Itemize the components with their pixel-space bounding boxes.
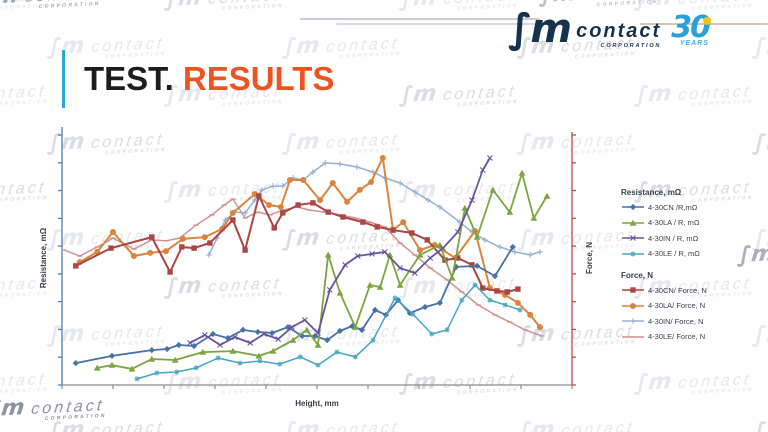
legend-entry-r_in: 4-30IN / R, mΩ	[621, 233, 759, 243]
x-axis-label: Height, mm	[295, 399, 339, 408]
legend-swatch-plus-icon	[622, 318, 644, 324]
legend-swatch-asterisk-icon	[622, 250, 644, 257]
legend-swatch-diamond-icon	[622, 203, 644, 211]
legend-entry-label: 4-30LE/ Force, N	[648, 332, 706, 341]
legend-swatch-triangle-icon	[622, 219, 644, 226]
legend-entry-f_in: 4-30IN/ Force, N	[621, 316, 759, 326]
series-line-f_cn	[75, 195, 519, 293]
legend-entry-r_la: 4-30LA / R, mΩ	[621, 218, 759, 228]
logo-words: contact CORPORATION	[576, 20, 662, 49]
logo-30-years-badge: 30 YEARS	[671, 13, 711, 47]
title-part-1: TEST.	[84, 60, 174, 97]
slide-title: TEST. RESULTS	[62, 50, 335, 108]
header-speedline-left2	[336, 23, 544, 25]
y-left-axis-label: Resistance, mΩ	[39, 227, 48, 288]
header-speedline-left	[300, 18, 540, 20]
legend-entry-r_le: 4-30LE / R, mΩ	[621, 249, 759, 259]
chart-legend: Resistance, mΩ 4-30CN /R,mΩ 4-30LA / R, mΩ…	[621, 188, 759, 347]
badge-years-label: YEARS	[679, 40, 709, 47]
legend-swatch-circle-icon	[622, 302, 644, 309]
legend-swatch-dash-icon	[622, 335, 644, 338]
legend-swatch-x-icon	[622, 235, 644, 241]
badge-yellow-dot	[702, 17, 711, 25]
legend-entry-f_le: 4-30LE/ Force, N	[621, 332, 759, 342]
company-logo: ∫m contact CORPORATION 30 YEARS	[508, 6, 711, 52]
logo-word-contact: contact	[576, 20, 662, 42]
legend-group-header: Force, N	[621, 271, 654, 280]
legend-entry-label: 4-30LA/ Force, N	[648, 301, 706, 310]
series-line-r_cn	[75, 246, 514, 364]
title-accent-bar	[62, 50, 65, 108]
series-line-r_la	[97, 172, 548, 370]
title-part-2: RESULTS	[182, 60, 335, 97]
logo-word-corporation: CORPORATION	[600, 43, 662, 49]
legend-entry-label: 4-30LA / R, mΩ	[648, 218, 700, 227]
series-line-r_le	[136, 284, 521, 380]
legend-group-header: Resistance, mΩ	[621, 188, 682, 197]
y-right-axis-label: Force, N	[585, 242, 594, 274]
legend-entry-r_cn: 4-30CN /R,mΩ	[621, 202, 759, 212]
legend-entry-label: 4-30CN/ Force, N	[648, 285, 707, 295]
legend-entry-label: 4-30CN /R,mΩ	[648, 202, 698, 212]
legend-entry-label: 4-30IN / R, mΩ	[648, 233, 699, 243]
series-line-f_la	[79, 157, 541, 328]
legend-entry-label: 4-30IN/ Force, N	[648, 316, 704, 326]
legend-entry-f_cn: 4-30CN/ Force, N	[621, 285, 759, 295]
legend-entry-label: 4-30LE / R, mΩ	[648, 249, 700, 258]
legend-swatch-square-icon	[622, 287, 644, 293]
logo-sm-glyph: ∫m	[508, 6, 572, 52]
legend-entry-f_la: 4-30LA/ Force, N	[621, 301, 759, 311]
